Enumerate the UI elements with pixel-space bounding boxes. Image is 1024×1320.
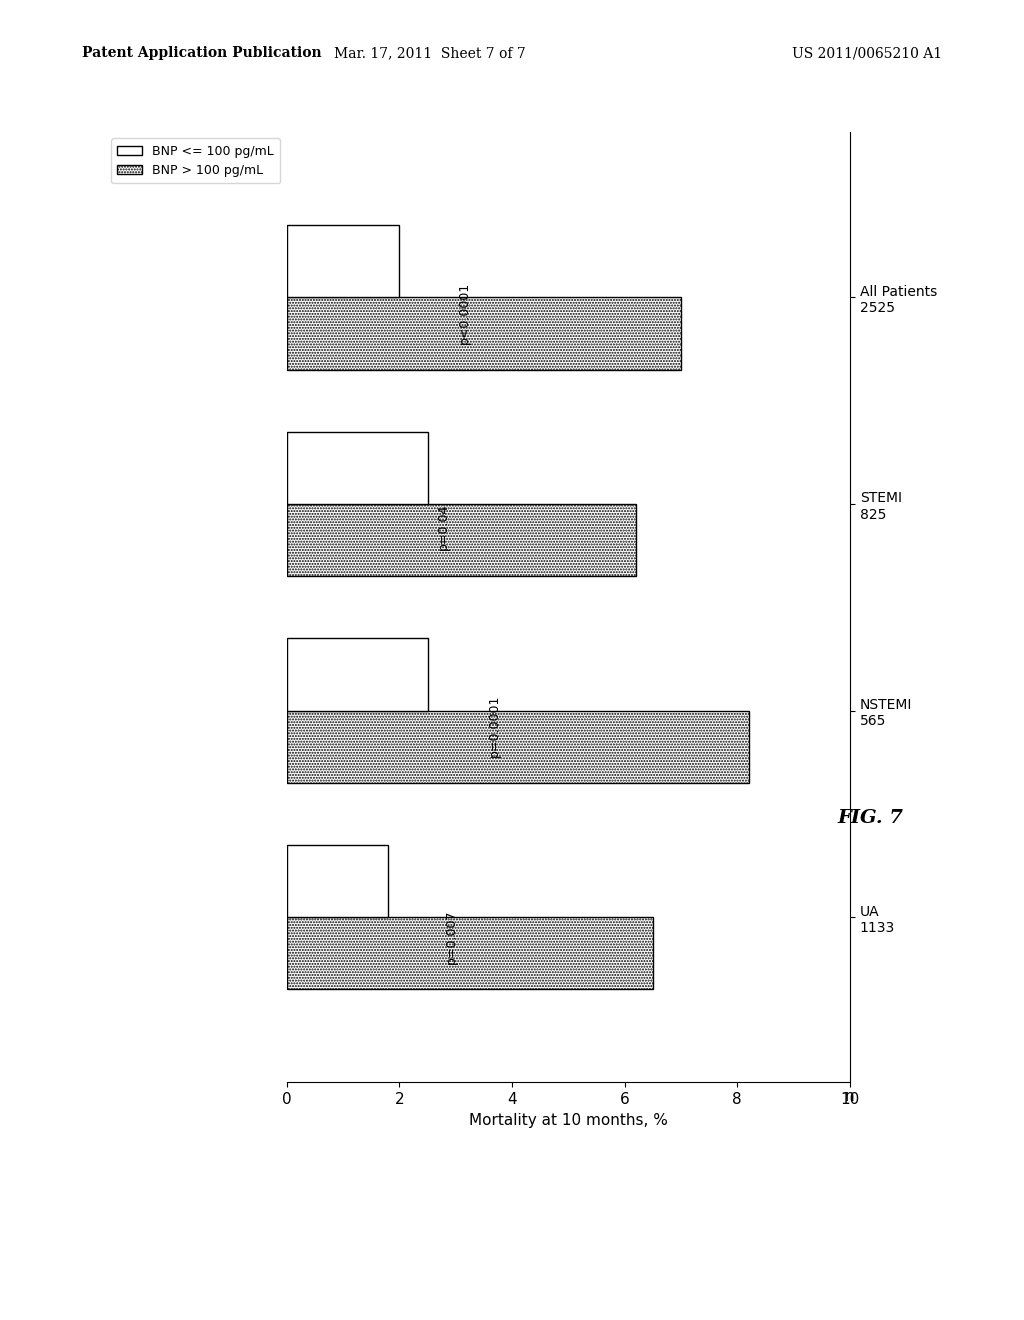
Bar: [287, 638, 428, 710]
Bar: [287, 297, 681, 370]
Text: p<0.0001: p<0.0001: [458, 281, 471, 343]
X-axis label: Mortality at 10 months, %: Mortality at 10 months, %: [469, 1113, 668, 1127]
Legend: BNP <= 100 pg/mL, BNP > 100 pg/mL: BNP <= 100 pg/mL, BNP > 100 pg/mL: [112, 139, 281, 183]
Bar: [287, 917, 653, 990]
Text: p=0.0001: p=0.0001: [488, 694, 501, 756]
Bar: [287, 845, 388, 917]
Text: Patent Application Publication: Patent Application Publication: [82, 46, 322, 61]
Bar: [287, 224, 399, 297]
Text: p=0.04: p=0.04: [437, 504, 451, 550]
Bar: [287, 504, 636, 577]
Bar: [287, 710, 749, 783]
Text: p=0.007: p=0.007: [445, 909, 458, 964]
Bar: [287, 432, 428, 504]
Text: US 2011/0065210 A1: US 2011/0065210 A1: [792, 46, 942, 61]
Text: Mar. 17, 2011  Sheet 7 of 7: Mar. 17, 2011 Sheet 7 of 7: [334, 46, 526, 61]
Text: FIG. 7: FIG. 7: [838, 809, 903, 828]
Text: n: n: [845, 1089, 854, 1104]
